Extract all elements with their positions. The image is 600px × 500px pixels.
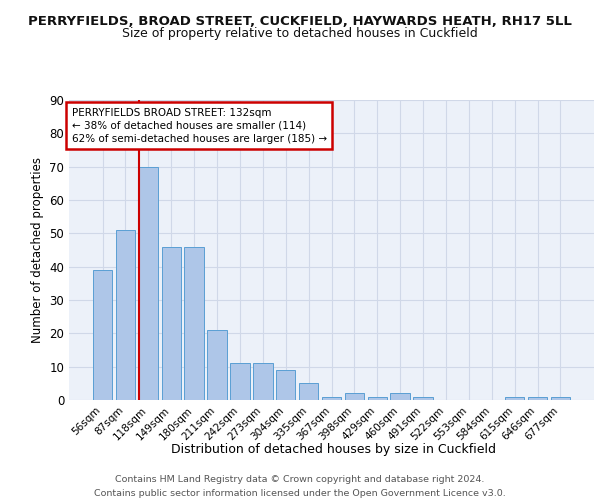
Bar	[253, 364, 272, 400]
Bar	[116, 230, 135, 400]
Text: Contains HM Land Registry data © Crown copyright and database right 2024.
Contai: Contains HM Land Registry data © Crown c…	[94, 476, 506, 498]
Bar	[528, 396, 547, 400]
Text: Size of property relative to detached houses in Cuckfield: Size of property relative to detached ho…	[122, 28, 478, 40]
Bar	[413, 396, 433, 400]
Bar	[299, 384, 319, 400]
Text: PERRYFIELDS BROAD STREET: 132sqm
← 38% of detached houses are smaller (114)
62% : PERRYFIELDS BROAD STREET: 132sqm ← 38% o…	[71, 108, 327, 144]
Bar	[139, 166, 158, 400]
Bar	[93, 270, 112, 400]
Bar	[161, 246, 181, 400]
Text: Distribution of detached houses by size in Cuckfield: Distribution of detached houses by size …	[170, 442, 496, 456]
Bar	[505, 396, 524, 400]
Bar	[322, 396, 341, 400]
Bar	[184, 246, 204, 400]
Bar	[551, 396, 570, 400]
Bar	[276, 370, 295, 400]
Bar	[230, 364, 250, 400]
Bar	[344, 394, 364, 400]
Bar	[368, 396, 387, 400]
Bar	[208, 330, 227, 400]
Y-axis label: Number of detached properties: Number of detached properties	[31, 157, 44, 343]
Text: PERRYFIELDS, BROAD STREET, CUCKFIELD, HAYWARDS HEATH, RH17 5LL: PERRYFIELDS, BROAD STREET, CUCKFIELD, HA…	[28, 15, 572, 28]
Bar	[391, 394, 410, 400]
